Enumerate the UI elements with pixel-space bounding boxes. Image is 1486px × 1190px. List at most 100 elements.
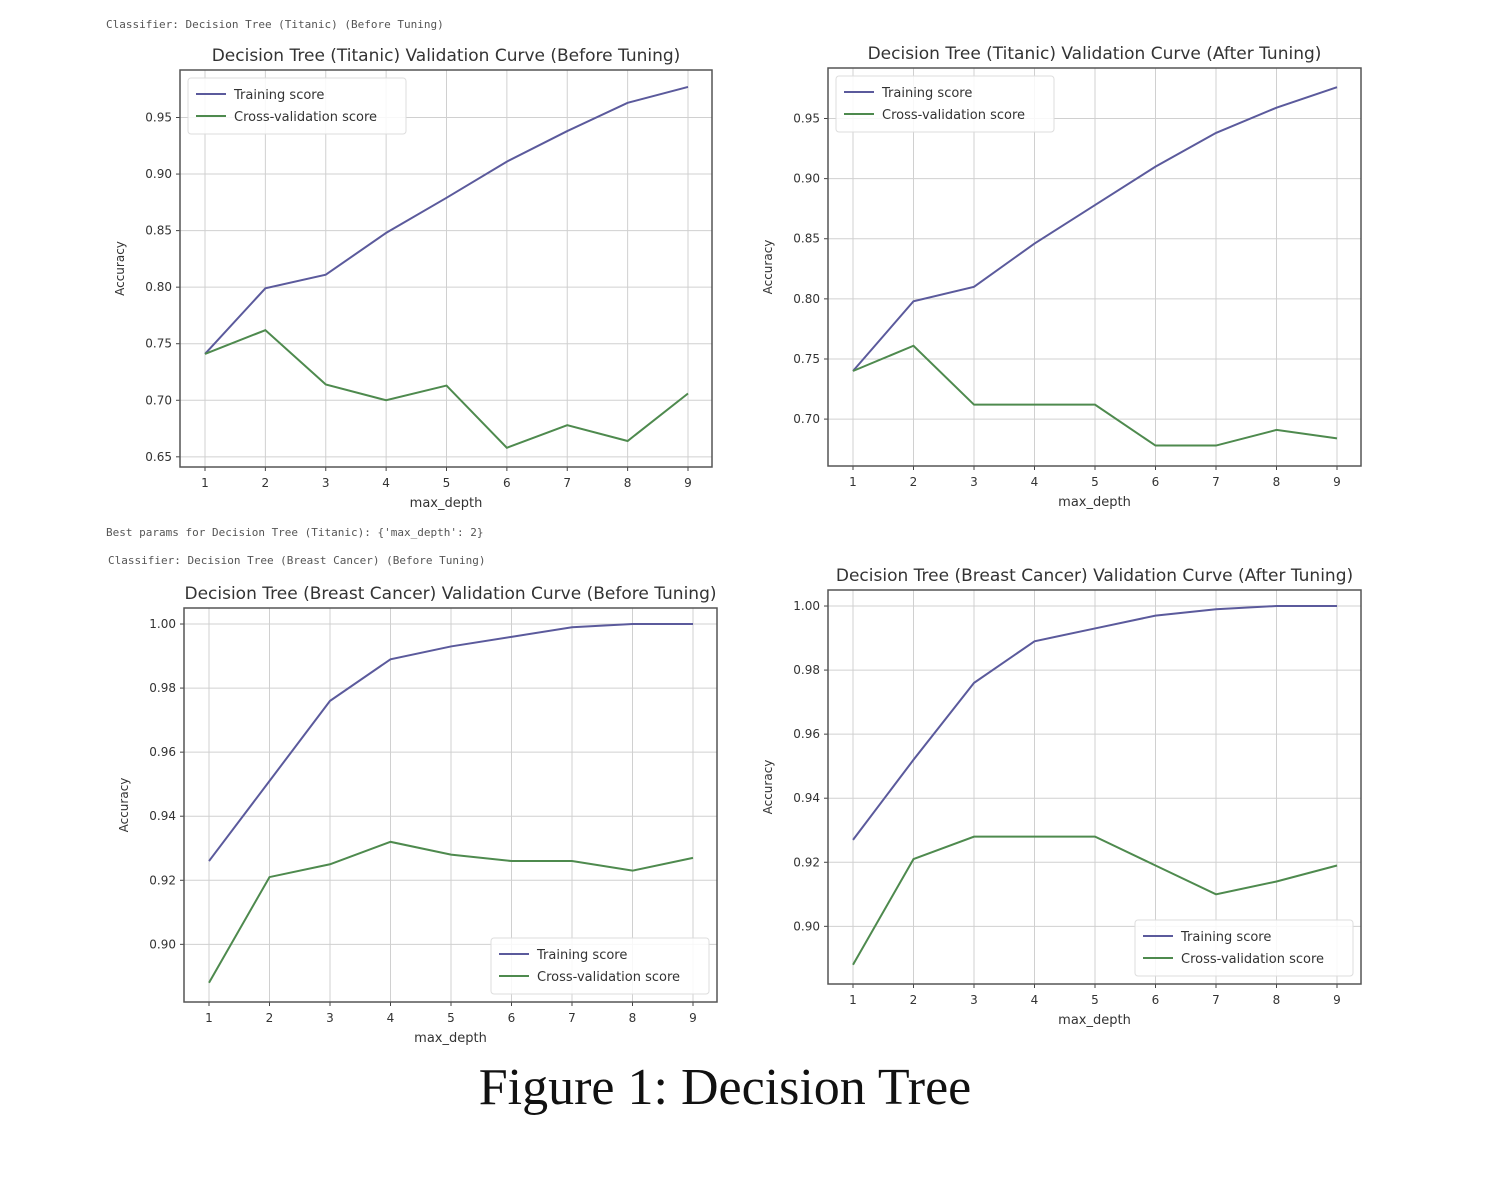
y-tick-label: 0.90 (149, 937, 176, 951)
series-line-cv (208, 840, 694, 984)
x-axis-label: max_depth (1058, 495, 1131, 510)
legend-label: Cross-validation score (537, 970, 680, 985)
x-tick-label: 1 (205, 1011, 213, 1025)
x-tick-label: 9 (1333, 475, 1341, 489)
y-tick-label: 1.00 (149, 617, 176, 631)
series-line-training (208, 623, 693, 862)
y-tick-label: 0.80 (793, 292, 820, 306)
y-tick-label: 0.98 (793, 663, 820, 677)
x-tick-label: 4 (1031, 475, 1039, 489)
y-tick-label: 0.95 (793, 112, 820, 126)
legend-label: Cross-validation score (234, 110, 377, 125)
x-tick-label: 7 (563, 476, 571, 490)
x-tick-label: 3 (970, 993, 978, 1007)
x-tick-label: 4 (382, 476, 390, 490)
legend-box (835, 75, 1055, 133)
legend-box (490, 937, 710, 995)
x-tick-label: 8 (1273, 475, 1281, 489)
legend-label: Training score (881, 86, 972, 101)
x-tick-label: 3 (322, 476, 330, 490)
x-tick-label: 3 (970, 475, 978, 489)
classifier-log-breast-cancer: Classifier: Decision Tree (Breast Cancer… (108, 554, 486, 567)
y-tick-label: 0.70 (145, 393, 172, 407)
y-axis-label: Accuracy (761, 240, 775, 295)
x-tick-label: 5 (443, 476, 451, 490)
legend-label: Training score (536, 948, 627, 963)
y-tick-label: 0.90 (793, 172, 820, 186)
x-tick-label: 7 (1212, 475, 1220, 489)
legend-label: Training score (233, 88, 324, 103)
chart-title: Decision Tree (Breast Cancer) Validation… (184, 584, 716, 604)
x-tick-label: 5 (1091, 993, 1099, 1007)
x-tick-label: 1 (201, 476, 209, 490)
x-tick-label: 7 (568, 1011, 576, 1025)
series-line-cv (852, 344, 1338, 447)
y-tick-label: 0.85 (793, 232, 820, 246)
x-tick-label: 4 (1031, 993, 1039, 1007)
x-tick-label: 2 (910, 993, 918, 1007)
chart-4: 1 2 3 4 5 6 7 8 9 0.90 0.92 0.94 0.96 0.98 1.00 Decisio… (761, 566, 1362, 1028)
x-tick-label: 2 (910, 475, 918, 489)
y-tick-label: 0.75 (145, 337, 172, 351)
chart-title: Decision Tree (Titanic) Validation Curve… (212, 46, 681, 66)
x-tick-label: 9 (684, 476, 692, 490)
x-tick-label: 9 (1333, 993, 1341, 1007)
chart-3: 1 2 3 4 5 6 7 8 9 0.90 0.92 0.94 0.96 0.98 1.00 Decisio… (117, 584, 718, 1046)
x-tick-label: 8 (624, 476, 632, 490)
axes-frame (827, 67, 1362, 467)
chart-1: 1 2 3 4 5 6 7 8 9 0.65 0.70 0.75 0.80 0.85 0.90 0.95 Dec… (113, 46, 713, 511)
y-tick-label: 0.92 (793, 855, 820, 869)
legend-label: Cross-validation score (1181, 952, 1324, 967)
chart-title: Decision Tree (Titanic) Validation Curve… (868, 44, 1322, 64)
classifier-log-titanic: Classifier: Decision Tree (Titanic) (Bef… (106, 18, 444, 31)
legend: Training score Cross-validation score (835, 75, 1055, 133)
series-line-training (852, 86, 1338, 372)
x-tick-label: 6 (508, 1011, 516, 1025)
legend: Training score Cross-validation score (1134, 919, 1354, 977)
x-axis-label: max_depth (410, 496, 483, 511)
series-line-cv (204, 328, 689, 449)
x-tick-label: 8 (629, 1011, 637, 1025)
series-line-cv (852, 835, 1338, 966)
x-axis-label: max_depth (1058, 1013, 1131, 1028)
x-axis-label: max_depth (414, 1031, 487, 1046)
legend-box (187, 77, 407, 135)
legend-box (1134, 919, 1354, 977)
y-tick-label: 0.96 (793, 727, 820, 741)
y-tick-label: 0.85 (145, 224, 172, 238)
x-tick-label: 8 (1273, 993, 1281, 1007)
x-tick-label: 1 (849, 993, 857, 1007)
x-tick-label: 5 (1091, 475, 1099, 489)
x-tick-label: 4 (387, 1011, 395, 1025)
chart-title: Decision Tree (Breast Cancer) Validation… (836, 566, 1353, 586)
y-tick-label: 0.98 (149, 681, 176, 695)
y-tick-label: 0.80 (145, 280, 172, 294)
axes-frame (827, 589, 1362, 985)
y-axis-label: Accuracy (117, 778, 131, 833)
legend: Training score Cross-validation score (490, 937, 710, 995)
legend-label: Cross-validation score (882, 108, 1025, 123)
x-tick-label: 6 (503, 476, 511, 490)
y-tick-label: 0.70 (793, 412, 820, 426)
x-tick-label: 2 (266, 1011, 274, 1025)
x-tick-label: 1 (849, 475, 857, 489)
axes-frame (183, 607, 718, 1003)
y-axis-label: Accuracy (761, 760, 775, 815)
figure-caption: Figure 1: Decision Tree (478, 1059, 972, 1116)
y-tick-label: 0.75 (793, 352, 820, 366)
y-tick-label: 0.94 (793, 791, 820, 805)
y-tick-label: 1.00 (793, 599, 820, 613)
y-tick-label: 0.94 (149, 809, 176, 823)
x-tick-label: 5 (447, 1011, 455, 1025)
y-tick-label: 0.96 (149, 745, 176, 759)
y-axis-label: Accuracy (113, 241, 127, 296)
legend-label: Training score (1180, 930, 1271, 945)
series-line-training (852, 605, 1337, 841)
y-tick-label: 0.90 (793, 919, 820, 933)
axes-frame (179, 69, 713, 468)
y-tick-label: 0.95 (145, 111, 172, 125)
best-params-log-titanic: Best params for Decision Tree (Titanic):… (106, 526, 484, 539)
x-tick-label: 2 (262, 476, 270, 490)
